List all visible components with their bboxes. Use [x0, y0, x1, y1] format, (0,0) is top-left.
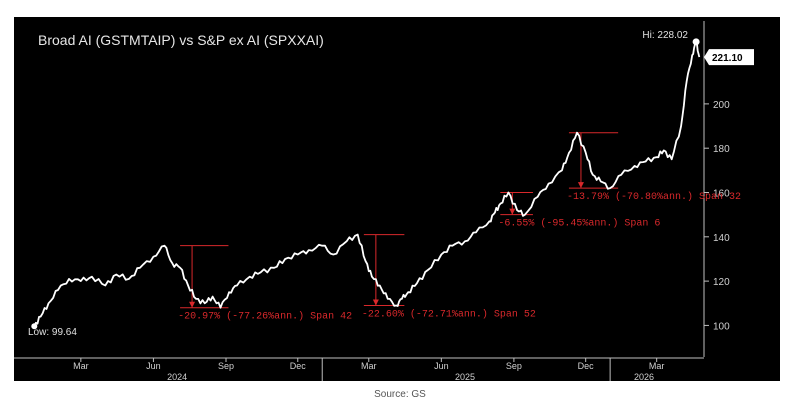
- x-tick-label: Jun: [434, 361, 449, 371]
- year-label: 2026: [634, 372, 654, 381]
- drawdown-label: -20.97% (-77.26%ann.) Span 42: [178, 311, 352, 323]
- y-tick-label: 100: [713, 321, 730, 332]
- x-tick-label: Mar: [649, 361, 665, 371]
- last-value-label: 221.10: [712, 53, 743, 64]
- drawdown-arrowhead: [577, 182, 584, 189]
- line-chart: Broad AI (GSTMTAIP) vs S&P ex AI (SPXXAI…: [14, 21, 754, 381]
- last-value-badge: [704, 49, 754, 66]
- y-tick-label: 200: [713, 100, 730, 111]
- low-marker: [31, 323, 38, 330]
- year-label: 2025: [455, 372, 475, 381]
- chart-title: Broad AI (GSTMTAIP) vs S&P ex AI (SPXXAI…: [38, 32, 324, 48]
- drawdown-label: -13.79% (-70.80%ann.) Span 32: [567, 191, 741, 203]
- x-tick-label: Dec: [578, 361, 595, 371]
- high-marker: [692, 38, 700, 46]
- year-label: 2024: [167, 372, 187, 381]
- x-tick-label: Mar: [73, 361, 89, 371]
- low-label: Low: 99.64: [28, 327, 77, 338]
- source-note: Source: GS: [374, 389, 426, 400]
- x-tick-label: Jun: [146, 361, 161, 371]
- x-tick-label: Mar: [361, 361, 377, 371]
- drawdown-arrowhead: [372, 299, 379, 306]
- x-tick-label: Sep: [506, 361, 522, 371]
- y-tick-label: 120: [713, 277, 730, 288]
- high-label: Hi: 228.02: [642, 30, 688, 41]
- x-tick-label: Sep: [218, 361, 234, 371]
- y-tick-label: 160: [713, 189, 730, 200]
- drawdown-arrowhead: [509, 208, 516, 215]
- drawdown-label: -6.55% (-95.45%ann.) Span 6: [498, 218, 660, 230]
- price-line: [33, 40, 701, 327]
- x-tick-label: Dec: [290, 361, 307, 371]
- drawdown-arrowhead: [189, 301, 196, 308]
- y-tick-label: 140: [713, 233, 730, 244]
- y-tick-label: 180: [713, 144, 730, 155]
- chart-panel: Broad AI (GSTMTAIP) vs S&P ex AI (SPXXAI…: [14, 17, 780, 381]
- drawdown-label: -22.60% (-72.71%ann.) Span 52: [362, 308, 536, 320]
